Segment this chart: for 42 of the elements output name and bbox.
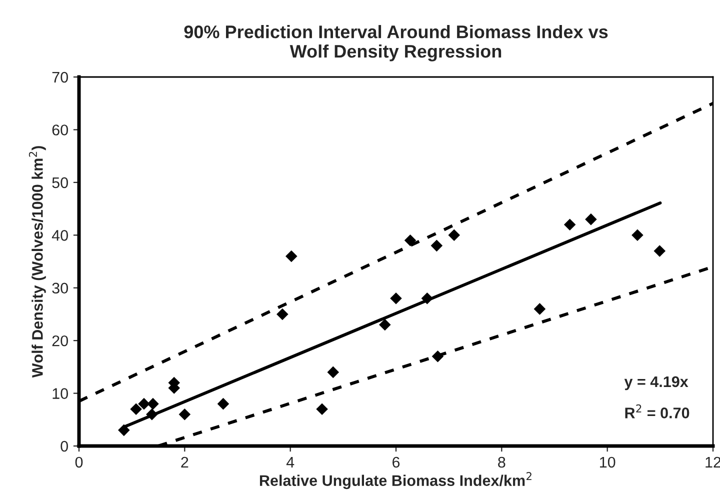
annotation: R$^{2}$ = 0.70 bbox=[625, 404, 690, 418]
y-tick-label: 20 bbox=[52, 335, 68, 346]
x-tick-label: 8 bbox=[498, 456, 506, 468]
x-tick-label: 10 bbox=[600, 456, 616, 468]
point bbox=[118, 424, 130, 436]
point bbox=[432, 350, 444, 362]
point bbox=[632, 229, 644, 242]
point bbox=[178, 408, 191, 420]
chart-title: 90% Prediction Interval Around Biomass Index vs Wolf Density Regression bbox=[184, 25, 608, 62]
point bbox=[430, 240, 443, 252]
y-tick-label: 30 bbox=[52, 282, 68, 294]
point bbox=[534, 303, 546, 315]
point bbox=[654, 245, 666, 257]
x-tick-label: 6 bbox=[392, 456, 400, 468]
point bbox=[130, 403, 142, 415]
y-tick-label: 40 bbox=[52, 230, 68, 241]
y-tick-label: 0 bbox=[60, 440, 68, 452]
point bbox=[276, 308, 288, 320]
y-tick-label: 50 bbox=[52, 177, 68, 188]
point bbox=[147, 398, 159, 410]
point bbox=[316, 403, 328, 415]
point bbox=[146, 408, 158, 420]
y-tick-label: 10 bbox=[52, 388, 68, 399]
y-axis-title: Wolf Density (Wolves/1000 km$^{2}$) bbox=[28, 146, 46, 378]
point bbox=[286, 250, 298, 262]
point bbox=[390, 292, 402, 304]
point bbox=[138, 398, 150, 410]
x-tick-label: 0 bbox=[75, 456, 83, 468]
annotation: y = 4.19x bbox=[624, 376, 688, 390]
x-tick-label: 4 bbox=[286, 456, 294, 468]
point bbox=[585, 213, 597, 226]
x-tick-label: 2 bbox=[181, 456, 188, 468]
point bbox=[448, 229, 460, 242]
x-axis-title: Relative Ungulate Biomass Index/km$^{2}$ bbox=[260, 472, 532, 490]
y-tick-label: 60 bbox=[52, 124, 68, 136]
point bbox=[421, 292, 434, 304]
point bbox=[217, 398, 230, 410]
point bbox=[327, 366, 340, 378]
y-tick-label: 70 bbox=[52, 72, 68, 83]
point bbox=[564, 218, 576, 230]
point bbox=[379, 318, 391, 331]
point bbox=[404, 234, 416, 246]
